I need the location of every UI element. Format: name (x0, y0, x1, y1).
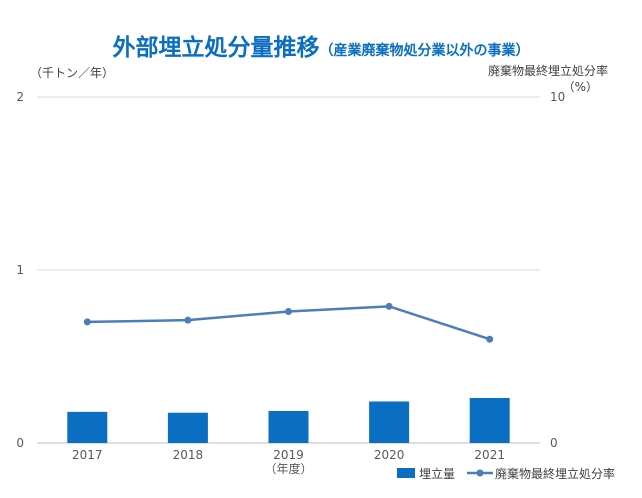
x-tick-label: 2021 (474, 448, 505, 462)
y-left-tick-label: 2 (16, 90, 24, 104)
line-point (385, 302, 393, 310)
legend-label: 埋立量 (419, 466, 455, 481)
x-tick-label: 2019 (273, 448, 304, 462)
chart-title: 外部埋立処分量推移（産業廃棄物処分業以外の事業） (0, 28, 642, 62)
line-point (83, 318, 91, 326)
right-axis-label: 廃棄物最終埋立処分率 (487, 64, 608, 78)
line-point (486, 335, 494, 343)
x-tick-label: 2018 (173, 448, 204, 462)
y-right-tick-label: 0 (550, 436, 558, 450)
right-axis-unit: （%） (562, 80, 598, 94)
y-right-tick-label: 10 (550, 90, 565, 104)
chart-title-main: 外部埋立処分量推移 (112, 35, 320, 61)
legend-swatch-bar (397, 468, 415, 478)
x-tick-label: 2020 (374, 448, 405, 462)
bar (369, 401, 410, 443)
y-left-tick-label: 1 (16, 263, 24, 277)
y-left-tick-label: 0 (16, 436, 24, 450)
line-point (184, 316, 192, 324)
bar (167, 412, 208, 443)
legend-label: 廃棄物最終埋立処分率 (495, 466, 615, 481)
left-axis-label: （千トン／年） (30, 66, 115, 80)
bar (469, 398, 510, 443)
line-point (285, 308, 292, 316)
bar (268, 410, 309, 443)
chart-subtitle: （産業廃棄物処分業以外の事業） (319, 43, 530, 59)
x-tick-label: 2017 (72, 448, 103, 462)
legend-swatch-marker (476, 469, 484, 477)
bar (67, 411, 108, 443)
x-axis-label: （年度） (264, 461, 312, 476)
